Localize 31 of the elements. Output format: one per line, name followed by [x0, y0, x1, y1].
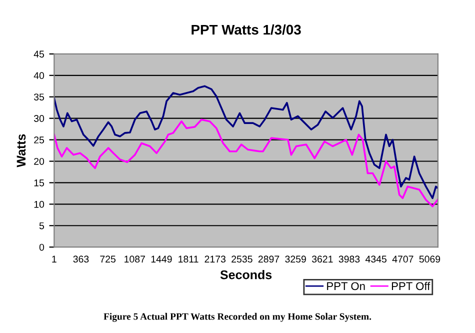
- x-tick-label: 4707: [392, 256, 414, 263]
- caption: Figure 5 Actual PPT Watts Recorded on my Home Solar System.: [104, 312, 372, 322]
- x-tick-label: 4345: [365, 256, 386, 263]
- chart-title: PPT Watts 1/3/03: [192, 24, 301, 35]
- x-tick-label: 363: [73, 256, 89, 263]
- x-tick-label: 1087: [124, 256, 145, 263]
- y-tick-label: 30: [34, 115, 44, 122]
- y-tick-label: 20: [34, 158, 44, 165]
- y-tick-label: 40: [34, 72, 44, 80]
- x-tick-label: 725: [100, 256, 116, 263]
- x-tick-label: 1449: [151, 256, 172, 263]
- x-tick-label: 3259: [285, 256, 306, 263]
- legend-label: PPT On: [327, 282, 365, 290]
- legend-label: PPT Off: [392, 282, 430, 290]
- y-tick-label: 0: [39, 244, 44, 251]
- x-tick-label: 3621: [312, 256, 333, 263]
- x-tick-label: 2535: [232, 256, 252, 263]
- x-tick-label: 2897: [258, 256, 280, 263]
- y-tick-label: 10: [34, 200, 44, 208]
- x-tick-label: 1811: [178, 256, 198, 263]
- y-tick-label: 35: [34, 94, 44, 100]
- y-tick-label: 15: [34, 180, 44, 186]
- x-tick-label: 2173: [204, 256, 226, 263]
- x-tick-label: 3983: [338, 256, 360, 263]
- x-tick-label: 5069: [419, 256, 440, 263]
- y-tick-label: 5: [39, 222, 44, 230]
- y-axis-title: Watts: [16, 134, 26, 168]
- x-axis-title: Seconds: [220, 270, 272, 280]
- y-tick-label: 45: [34, 50, 44, 58]
- x-tick-label: 1: [52, 256, 56, 262]
- y-tick-label: 25: [34, 136, 44, 144]
